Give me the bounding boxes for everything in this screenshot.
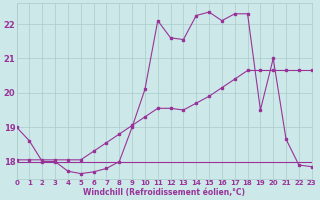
X-axis label: Windchill (Refroidissement éolien,°C): Windchill (Refroidissement éolien,°C) xyxy=(83,188,245,197)
